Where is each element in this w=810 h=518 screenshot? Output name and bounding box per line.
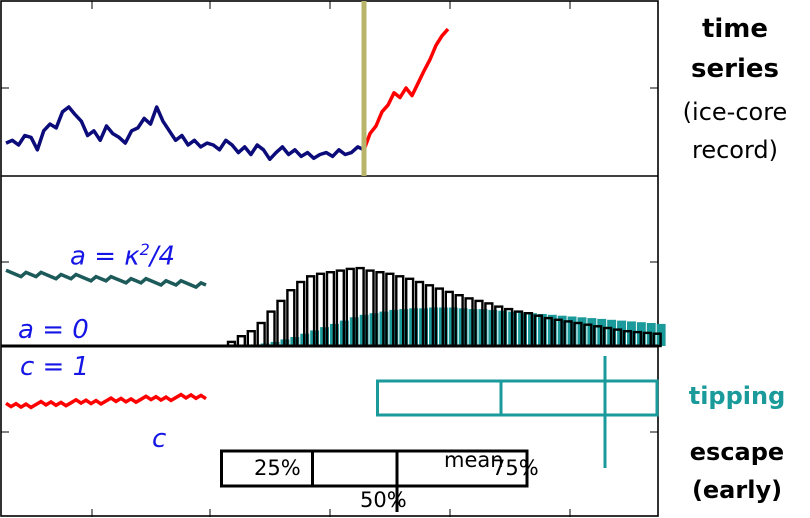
label-a-kappa-exp: 2 [139,240,150,259]
bar-escape-2 [246,330,256,348]
label-a-zero: a = 0 [18,315,89,345]
label-tipping: tipping [688,382,786,410]
label-a-kappa-lhs: a = κ [70,241,140,272]
label-early: (early) [691,476,783,504]
histogram-panel [1,266,666,348]
bar-escape-4 [266,310,276,348]
series-line-ice-core [5,105,365,162]
label-escape: escape [689,438,785,466]
level-line-c [5,392,207,410]
series-line-tipping [362,27,450,151]
box-panel [5,356,659,512]
label-50: 50% [360,488,407,512]
bar-escape-3 [256,321,266,348]
label-ice-core: (ice-core [682,98,788,126]
label-time: time [701,14,769,44]
bar-escape-5 [276,299,286,348]
time-series-panel [5,1,450,176]
axes-frame [0,0,659,517]
label-c-one: c = 1 [20,352,90,382]
label-series: series [691,54,779,84]
label-mean: mean [444,448,504,472]
label-a-kappa: a = κ2/4 [70,240,175,272]
label-record: record) [691,136,779,164]
label-c: c [152,424,167,454]
box-tipping [376,379,659,417]
label-75: 75% [492,456,539,480]
box-escape [220,449,529,488]
label-25: 25% [254,456,301,480]
level-line-a-kappa [5,268,207,290]
label-a-kappa-rhs: /4 [149,241,176,272]
